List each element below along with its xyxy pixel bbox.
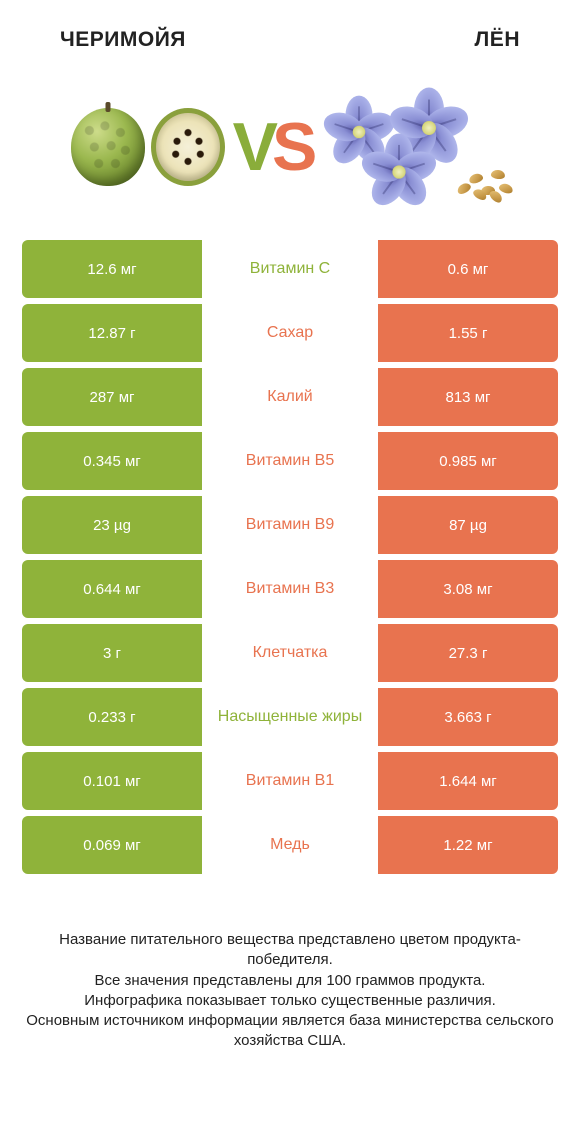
nutrient-label: Калий <box>202 368 378 426</box>
table-row: 12.87 гСахар1.55 г <box>22 304 558 362</box>
table-row: 23 µgВитамин B987 µg <box>22 496 558 554</box>
table-row: 0.233 гНасыщенные жиры3.663 г <box>22 688 558 746</box>
nutrient-label: Витамин B5 <box>202 432 378 490</box>
vs-v: V <box>233 109 272 185</box>
footer-line: Название питательного вещества представл… <box>26 930 554 971</box>
left-value-cell: 23 µg <box>22 496 202 554</box>
left-value-cell: 0.345 мг <box>22 432 202 490</box>
right-value-cell: 1.22 мг <box>378 816 558 874</box>
vs-label: VS <box>233 113 312 181</box>
table-row: 0.644 мгВитамин B33.08 мг <box>22 560 558 618</box>
cherimoya-icon <box>71 108 225 186</box>
nutrient-label: Витамин B3 <box>202 560 378 618</box>
nutrient-label: Витамин B9 <box>202 496 378 554</box>
left-value-cell: 0.101 мг <box>22 752 202 810</box>
comparison-table: 12.6 мгВитамин C0.6 мг 12.87 гСахар1.55 г… <box>0 232 580 874</box>
flax-seeds-icon <box>455 164 515 200</box>
table-row: 287 мгКалий813 мг <box>22 368 558 426</box>
right-value-cell: 87 µg <box>378 496 558 554</box>
hero-row: VS <box>0 62 580 232</box>
table-row: 0.345 мгВитамин B50.985 мг <box>22 432 558 490</box>
left-value-cell: 0.644 мг <box>22 560 202 618</box>
footer-line: Все значения представлены для 100 граммо… <box>26 971 554 991</box>
right-product-title: ЛЁН <box>475 28 520 52</box>
flax-icon <box>319 92 509 202</box>
left-value-cell: 287 мг <box>22 368 202 426</box>
flax-flower-icon <box>361 134 437 210</box>
left-value-cell: 12.87 г <box>22 304 202 362</box>
right-value-cell: 1.644 мг <box>378 752 558 810</box>
cherimoya-half-icon <box>151 108 225 186</box>
left-value-cell: 3 г <box>22 624 202 682</box>
right-value-cell: 0.985 мг <box>378 432 558 490</box>
right-value-cell: 1.55 г <box>378 304 558 362</box>
footer-line: Инфографика показывает только существенн… <box>26 991 554 1011</box>
table-row: 3 гКлетчатка27.3 г <box>22 624 558 682</box>
header: ЧЕРИМОЙЯ ЛЁН <box>0 0 580 62</box>
cherimoya-whole-icon <box>71 108 145 186</box>
footer-note: Название питательного вещества представл… <box>0 880 580 1052</box>
table-row: 12.6 мгВитамин C0.6 мг <box>22 240 558 298</box>
table-row: 0.101 мгВитамин B11.644 мг <box>22 752 558 810</box>
left-product-title: ЧЕРИМОЙЯ <box>60 28 186 52</box>
nutrient-label: Витамин C <box>202 240 378 298</box>
left-value-cell: 0.069 мг <box>22 816 202 874</box>
right-value-cell: 0.6 мг <box>378 240 558 298</box>
right-value-cell: 813 мг <box>378 368 558 426</box>
vs-s: S <box>272 109 311 185</box>
right-value-cell: 27.3 г <box>378 624 558 682</box>
nutrient-label: Сахар <box>202 304 378 362</box>
nutrient-label: Медь <box>202 816 378 874</box>
right-value-cell: 3.663 г <box>378 688 558 746</box>
table-row: 0.069 мгМедь1.22 мг <box>22 816 558 874</box>
left-value-cell: 0.233 г <box>22 688 202 746</box>
nutrient-label: Насыщенные жиры <box>202 688 378 746</box>
left-value-cell: 12.6 мг <box>22 240 202 298</box>
nutrient-label: Клетчатка <box>202 624 378 682</box>
nutrient-label: Витамин B1 <box>202 752 378 810</box>
footer-line: Основным источником информации является … <box>26 1011 554 1052</box>
right-value-cell: 3.08 мг <box>378 560 558 618</box>
